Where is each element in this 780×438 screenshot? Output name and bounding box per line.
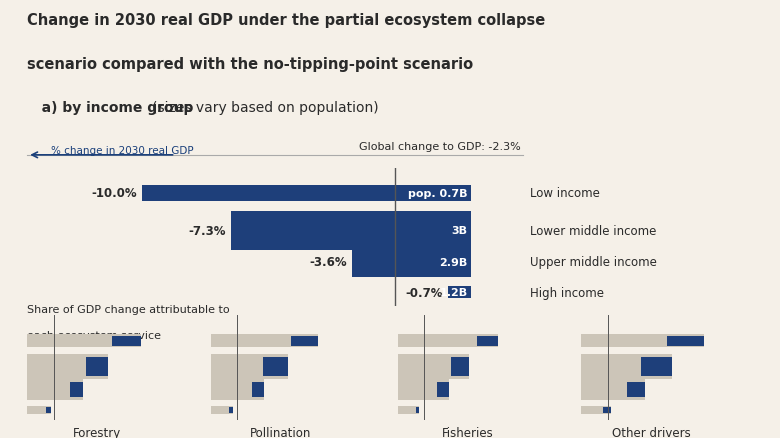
Text: % change in 2030 real GDP: % change in 2030 real GDP [51, 146, 193, 156]
Bar [70, 382, 83, 397]
Text: Global change to GDP: -2.3%: Global change to GDP: -2.3% [359, 142, 520, 152]
Bar [353, 247, 470, 277]
Bar [211, 334, 317, 348]
Bar [252, 382, 264, 397]
Text: -10.0%: -10.0% [91, 187, 137, 200]
Bar [211, 354, 288, 379]
Bar [437, 382, 448, 397]
Bar [398, 334, 498, 348]
Bar [667, 336, 704, 346]
Text: Upper middle income: Upper middle income [530, 256, 657, 269]
Bar [112, 336, 141, 346]
Bar [27, 406, 51, 414]
Text: Low income: Low income [530, 187, 600, 200]
Bar [291, 336, 317, 346]
Bar [229, 407, 233, 413]
Bar [211, 406, 233, 414]
Bar [626, 382, 645, 397]
Bar [641, 357, 672, 376]
Bar [603, 407, 611, 413]
Text: Share of GDP change attributable to: Share of GDP change attributable to [27, 304, 230, 314]
Text: 2.9B: 2.9B [439, 258, 467, 267]
Bar [398, 379, 448, 400]
Text: Fisheries: Fisheries [442, 426, 494, 438]
Bar [142, 185, 470, 201]
Bar [581, 379, 645, 400]
Text: Change in 2030 real GDP under the partial ecosystem collapse: Change in 2030 real GDP under the partia… [27, 13, 545, 28]
Text: High income: High income [530, 286, 604, 299]
Bar [581, 354, 672, 379]
Text: Lower middle income: Lower middle income [530, 224, 656, 237]
Text: 1.2B: 1.2B [439, 287, 467, 297]
Text: Pollination: Pollination [250, 426, 311, 438]
Text: -3.6%: -3.6% [310, 256, 347, 269]
Bar [263, 357, 288, 376]
Text: -7.3%: -7.3% [188, 224, 226, 237]
Text: 3B: 3B [452, 226, 467, 236]
Bar [398, 354, 469, 379]
Bar [448, 287, 470, 298]
Text: pop. 0.7B: pop. 0.7B [408, 188, 467, 198]
Text: -0.7%: -0.7% [406, 286, 443, 299]
Bar [231, 211, 470, 250]
Bar [581, 406, 611, 414]
Bar [211, 379, 264, 400]
Text: Forestry: Forestry [73, 426, 122, 438]
Text: each ecosystem service: each ecosystem service [27, 331, 161, 341]
Bar [86, 357, 108, 376]
Bar [27, 354, 108, 379]
Text: Other drivers: Other drivers [612, 426, 690, 438]
Bar [398, 406, 419, 414]
Bar [452, 357, 469, 376]
Bar [581, 334, 704, 348]
Bar [27, 334, 141, 348]
Text: (sizes vary based on population): (sizes vary based on population) [152, 101, 379, 115]
Bar [416, 407, 419, 413]
Bar [46, 407, 51, 413]
Bar [477, 336, 498, 346]
Bar [27, 379, 83, 400]
Text: scenario compared with the no-tipping-point scenario: scenario compared with the no-tipping-po… [27, 57, 473, 72]
Text: a) by income group: a) by income group [27, 101, 199, 115]
